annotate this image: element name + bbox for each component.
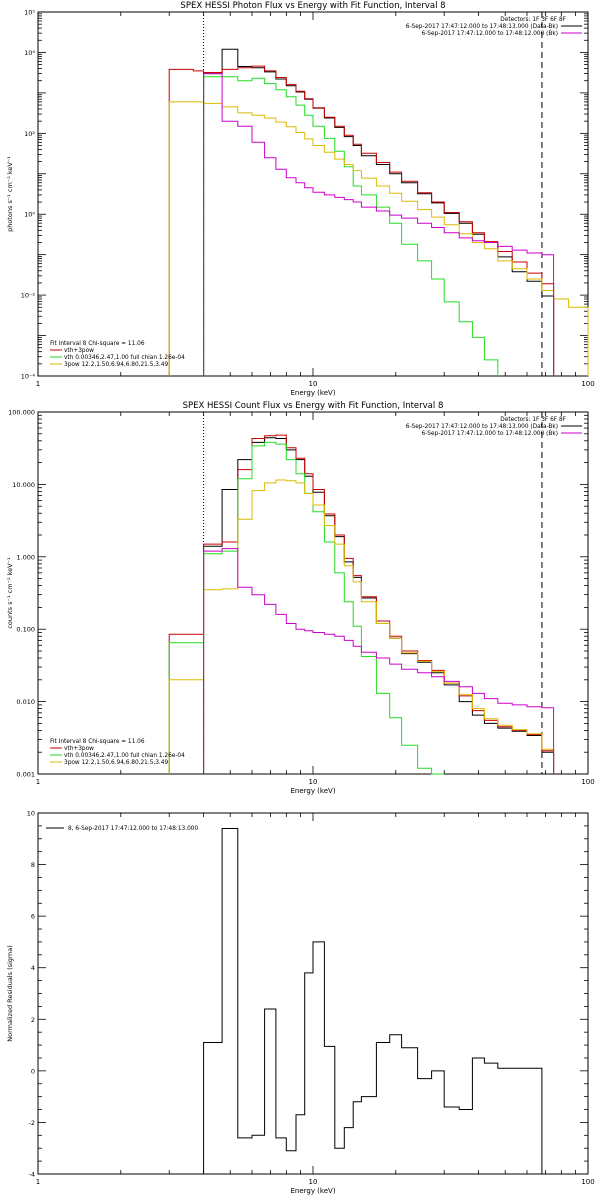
series-3pow xyxy=(168,101,589,376)
legend-top-entry: Detectors: 1F 3F 6F 8F xyxy=(500,417,566,423)
legend-bottom-entry: 3pow 12.2,1.50,6.94,6.80,21.5,3.49 xyxy=(64,760,168,766)
series-3pow xyxy=(168,479,555,774)
legend-bottom-entry: vth 0.00346,2.47,1.00 full chian 1.26e-0… xyxy=(64,753,185,759)
y-tick-label: 10 xyxy=(27,810,35,818)
plot-frame xyxy=(37,411,589,775)
chart-title: SPEX HESSI Count Flux vs Energy with Fit… xyxy=(183,401,444,411)
legend-bottom-entry: vth+3pow xyxy=(64,348,94,354)
x-tick-label: 10 xyxy=(309,778,318,786)
y-tick-label: 10⁴ xyxy=(24,49,35,57)
y-axis-label: counts s⁻¹ cm⁻² keV⁻¹ xyxy=(6,557,14,629)
x-axis-label: Energy (keV) xyxy=(290,1187,335,1195)
legend-top-entry: 6-Sep-2017 17:47:12.000 to 17:48:13.000 … xyxy=(406,24,558,30)
legend-top-entry: 6-Sep-2017 17:47:12.000 to 17:48:12.000 … xyxy=(422,431,558,437)
y-tick-label: 4 xyxy=(31,964,35,972)
series-residuals xyxy=(203,828,543,1174)
chart-panel-3: 1 10 100 Energy (keV) -4 -2 0 2 4 6 8 10 Normalized … xyxy=(6,810,595,1196)
x-tick-label: 1 xyxy=(36,1178,40,1186)
series-bk xyxy=(203,73,555,376)
y-tick-label: 10⁻² xyxy=(21,292,36,300)
chart-title: SPEX HESSI Photon Flux vs Energy with Fi… xyxy=(180,1,445,11)
y-tick-label: 10⁻⁴ xyxy=(21,373,36,381)
series-data xyxy=(203,437,555,774)
y-tick-label: 10² xyxy=(24,130,35,138)
y-tick-label: 0.100 xyxy=(16,626,35,634)
series-data xyxy=(203,48,555,376)
y-tick-label: 1.000 xyxy=(16,553,35,561)
series-vth xyxy=(203,76,499,376)
x-axis-label: Energy (keV) xyxy=(290,389,335,397)
plot-frame xyxy=(37,812,589,1175)
y-tick-label: 10⁰ xyxy=(24,211,35,219)
chart-panel-1: SPEX HESSI Photon Flux vs Energy with Fi… xyxy=(6,1,595,397)
series-bk xyxy=(203,548,555,774)
y-tick-label: -2 xyxy=(29,1119,35,1127)
y-tick-label: -4 xyxy=(29,1171,35,1179)
x-tick-label: 100 xyxy=(581,778,594,786)
x-tick-label: 10 xyxy=(309,380,318,388)
plot-frame xyxy=(37,11,589,377)
legend-top-entry: 6-Sep-2017 17:47:12.000 to 17:48:13.000 … xyxy=(406,424,558,430)
y-tick-label: 10.000 xyxy=(12,481,35,489)
y-tick-label: 0.001 xyxy=(16,771,35,779)
legend-top-entry: 8, 6-Sep-2017 17:47:12.000 to 17:48:13.0… xyxy=(68,826,198,832)
x-axis-label: Energy (keV) xyxy=(290,787,335,795)
legend-bottom-entry: vth+3pow xyxy=(64,746,94,752)
legend-bottom-entry: vth 0.00346,2.47,1.00 full chian 1.26e-0… xyxy=(64,355,185,361)
y-tick-label: 0 xyxy=(31,1067,35,1075)
chart-panel-2: SPEX HESSI Count Flux vs Energy with Fit… xyxy=(6,401,595,795)
legend-bottom-entry: 3pow 12.2,1.50,6.94,6.80,21.5,3.49 xyxy=(64,362,168,368)
series-vth-3pow xyxy=(168,65,555,376)
y-axis-label: Normalized Residuals (sigma) xyxy=(6,945,14,1042)
x-tick-label: 10 xyxy=(309,1178,318,1186)
legend-bottom-entry: Fit Interval 8 Chi-square = 11.06 xyxy=(50,739,145,745)
x-tick-label: 1 xyxy=(36,778,40,786)
y-tick-label: 100.000 xyxy=(8,409,35,417)
legend-top-entry: Detectors: 1F 3F 6F 8F xyxy=(500,17,566,23)
y-tick-label: 6 xyxy=(31,913,35,921)
y-tick-label: 2 xyxy=(31,1016,35,1024)
legend-top-entry: 6-Sep-2017 17:47:12.000 to 17:48:12.000 … xyxy=(422,31,558,37)
y-tick-label: 10⁵ xyxy=(24,9,35,17)
y-tick-label: 8 xyxy=(31,861,35,869)
y-axis-label: photons s⁻¹ cm⁻² keV⁻¹ xyxy=(6,156,14,232)
x-tick-label: 1 xyxy=(36,380,40,388)
x-tick-label: 100 xyxy=(581,1178,594,1186)
series-vth xyxy=(168,441,445,775)
x-tick-label: 100 xyxy=(581,380,594,388)
y-tick-label: 0.010 xyxy=(16,698,35,706)
legend-bottom-entry: Fit Interval 8 Chi-square = 11.06 xyxy=(50,341,145,347)
